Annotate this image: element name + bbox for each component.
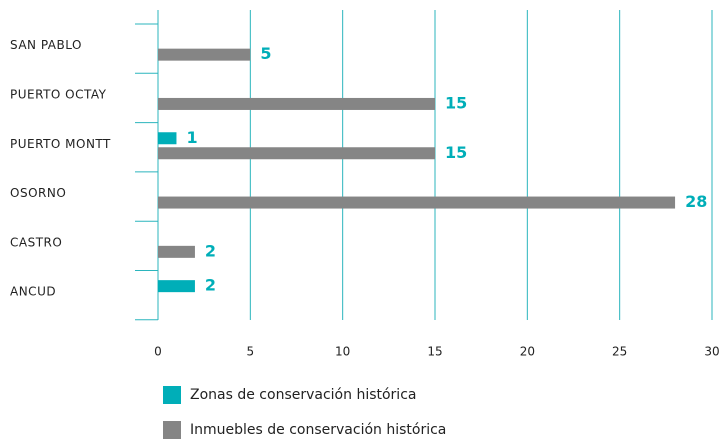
bar: [158, 147, 435, 160]
bar: [158, 97, 435, 110]
value-label: 2: [205, 276, 216, 295]
bar: [158, 196, 676, 209]
legend-label: Inmuebles de conservación histórica: [190, 422, 446, 438]
value-label: 15: [445, 143, 467, 162]
legend-label: Zonas de conservación histórica: [190, 387, 416, 403]
value-label: 15: [445, 93, 467, 112]
category-label: SAN PABLO: [10, 38, 82, 52]
bar: [158, 280, 195, 293]
bar: [158, 132, 177, 145]
x-tick-label: 5: [247, 345, 255, 359]
category-label: ANCUD: [10, 285, 56, 299]
value-label: 1: [186, 128, 197, 147]
value-label: 2: [205, 241, 216, 260]
category-label: PUERTO OCTAY: [10, 87, 107, 101]
x-tick-label: 30: [704, 345, 719, 359]
bar: [158, 48, 251, 61]
x-tick-label: 10: [335, 345, 350, 359]
legend-swatch: [163, 386, 181, 404]
x-tick-label: 15: [427, 345, 442, 359]
x-tick-label: 0: [154, 345, 162, 359]
category-label: PUERTO MONTT: [10, 137, 111, 151]
category-label: CASTRO: [10, 235, 62, 249]
bar: [158, 245, 195, 258]
legend-swatch: [163, 421, 181, 439]
value-label: 28: [685, 192, 707, 211]
value-label: 5: [260, 44, 271, 63]
category-label: OSORNO: [10, 186, 66, 200]
x-tick-label: 20: [520, 345, 535, 359]
x-tick-label: 25: [612, 345, 627, 359]
